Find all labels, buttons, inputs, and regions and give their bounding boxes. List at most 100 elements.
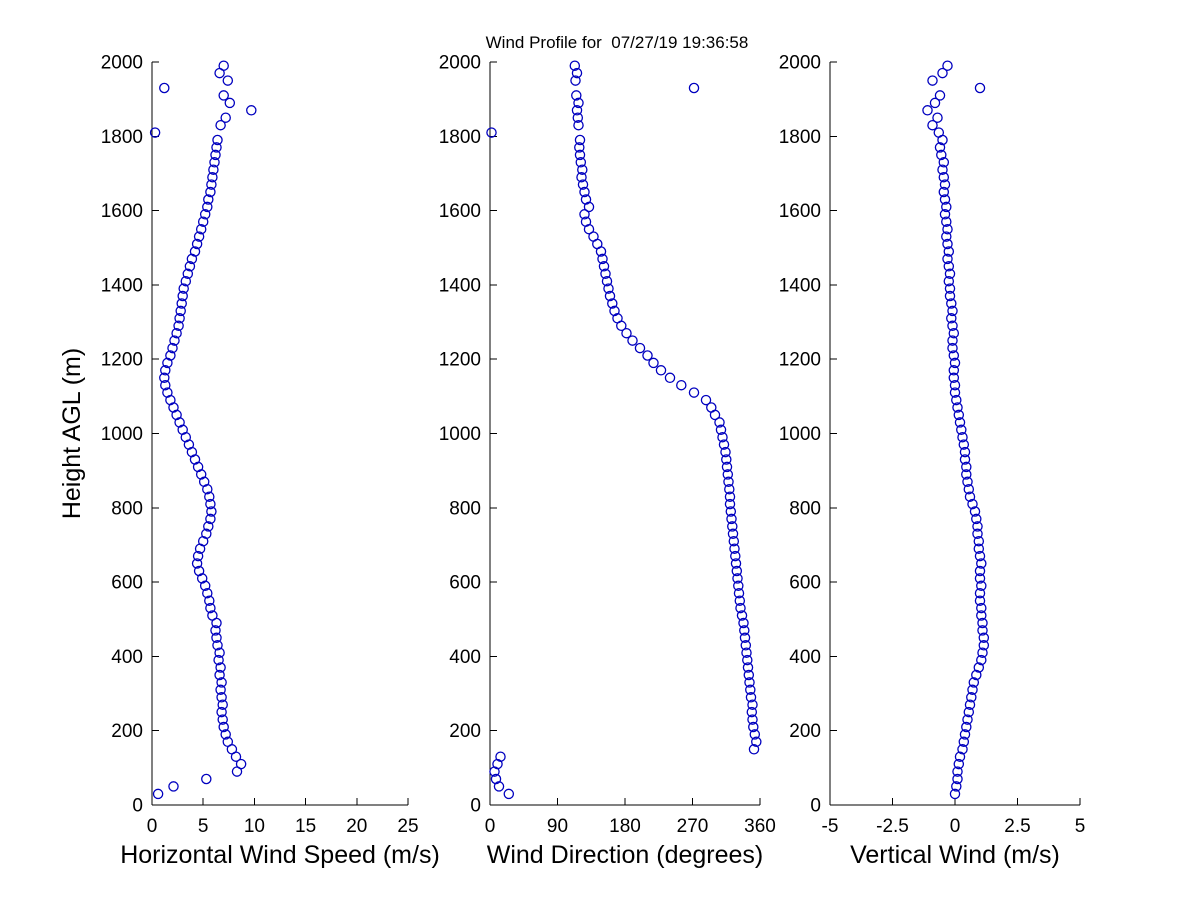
data-point — [946, 298, 957, 309]
data-point — [972, 521, 983, 532]
data-point — [743, 669, 755, 681]
data-point — [212, 640, 223, 651]
data-point — [938, 186, 950, 198]
data-point — [601, 275, 613, 287]
data-point — [720, 446, 731, 458]
data-point — [745, 692, 757, 703]
data-point — [747, 714, 758, 725]
data-point — [655, 365, 667, 376]
data-point — [607, 298, 618, 309]
data-point — [956, 424, 967, 436]
y-tick-label: 200 — [111, 721, 143, 742]
data-point — [176, 298, 187, 309]
data-point — [495, 751, 506, 762]
data-point — [149, 127, 161, 138]
data-point — [948, 350, 960, 361]
data-point — [175, 305, 186, 317]
y-tick-label: 800 — [111, 498, 143, 519]
data-point — [189, 246, 201, 257]
data-point — [216, 677, 227, 688]
data-point — [600, 268, 611, 280]
data-point — [954, 751, 966, 762]
y-tick-label: 200 — [449, 721, 481, 742]
data-point — [732, 573, 743, 584]
data-point — [742, 662, 754, 673]
x-tick-label: 0 — [485, 816, 496, 837]
x-tick-label: 15 — [295, 816, 316, 837]
data-point — [603, 283, 614, 294]
data-point — [959, 729, 971, 740]
data-point — [959, 454, 971, 465]
data-point — [976, 558, 987, 569]
data-point — [968, 677, 980, 688]
data-point — [570, 75, 581, 86]
data-point — [946, 313, 957, 324]
panel-horizontal-wind-speed: 0 200 400 600 800 1000 1200 1400 1600 1800 2000 0 5 1… — [58, 53, 440, 870]
data-point — [162, 387, 173, 398]
x-tick-label: 25 — [397, 816, 418, 837]
data-point — [949, 788, 961, 800]
data-point — [195, 223, 207, 235]
data-point — [744, 677, 755, 688]
data-point — [583, 223, 595, 235]
data-point — [575, 157, 587, 168]
data-point — [207, 610, 218, 621]
x-axis-title: Wind Direction (degrees) — [487, 841, 764, 869]
data-point — [725, 506, 737, 517]
data-point — [688, 387, 700, 398]
data-point — [966, 692, 977, 703]
data-point — [739, 625, 750, 636]
data-point — [217, 699, 228, 710]
data-point — [217, 714, 228, 725]
data-point — [168, 781, 179, 792]
data-point — [197, 535, 209, 547]
panel-wind-direction: 0 200 400 600 800 1000 1200 1400 1600 1800 2000 0 90… — [439, 53, 776, 870]
data-point — [969, 506, 981, 517]
y-tick-label: 600 — [789, 573, 821, 594]
data-point — [715, 424, 727, 436]
data-point — [180, 275, 192, 287]
data-point — [180, 431, 192, 443]
data-point — [974, 573, 986, 584]
data-point — [218, 60, 229, 71]
data-point — [197, 216, 209, 227]
data-point — [579, 186, 590, 198]
data-point — [490, 773, 502, 785]
data-point — [936, 149, 947, 161]
data-point — [572, 112, 584, 123]
data-point — [178, 283, 189, 294]
data-point — [942, 223, 953, 235]
data-point — [741, 647, 752, 658]
data-point — [942, 60, 953, 71]
data-point — [976, 602, 987, 614]
data-point — [961, 461, 972, 473]
data-point — [944, 268, 956, 280]
data-point — [609, 305, 620, 317]
data-point — [749, 729, 761, 740]
data-point — [202, 201, 213, 213]
data-point — [974, 587, 986, 599]
x-tick-label: 5 — [198, 816, 209, 837]
data-point — [201, 773, 212, 785]
data-point — [215, 119, 226, 131]
data-point — [941, 201, 952, 213]
y-tick-label: 0 — [132, 796, 143, 817]
y-tick-label: 600 — [111, 573, 143, 594]
data-point — [721, 461, 733, 473]
data-point — [722, 469, 734, 480]
data-point — [203, 521, 214, 532]
data-point — [748, 744, 760, 755]
data-point — [939, 194, 951, 205]
data-point — [192, 461, 204, 473]
data-point — [733, 580, 744, 592]
data-point — [951, 394, 962, 406]
x-tick-label: 2.5 — [1004, 816, 1030, 837]
data-point — [486, 127, 497, 138]
data-point — [735, 602, 746, 614]
data-point — [949, 357, 961, 369]
data-point — [717, 431, 728, 443]
data-point — [642, 350, 653, 361]
data-point — [597, 253, 608, 265]
data-point — [580, 194, 592, 205]
data-point — [612, 313, 623, 324]
